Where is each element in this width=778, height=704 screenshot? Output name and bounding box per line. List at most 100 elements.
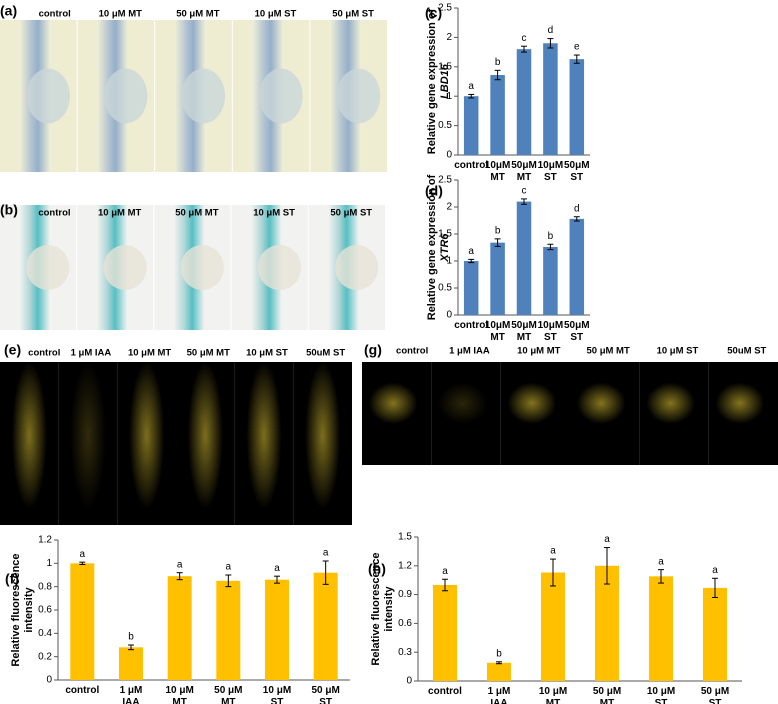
y-tick-label: 1: [46, 558, 52, 569]
x-tick-label: 10 μM MT: [538, 686, 568, 704]
y-tick-label: 0: [446, 310, 452, 321]
bar: [543, 246, 558, 315]
lateral-root: [103, 245, 147, 290]
column-label: 50uM ST: [727, 346, 766, 357]
root-signal: [129, 362, 165, 509]
x-tick-label: 10μM ST: [537, 160, 564, 183]
x-tick-label-box: 50μM ST: [564, 320, 590, 343]
significance-letter: a: [226, 562, 232, 573]
lateral-root: [336, 68, 381, 124]
x-tick-label: 50 μM MT: [592, 686, 622, 704]
root-signal: [438, 382, 487, 424]
bar: [569, 59, 585, 155]
error-bar: [573, 216, 580, 222]
y-tick-label: 0.5: [438, 120, 452, 131]
bar: [119, 647, 143, 680]
column-label: 10 μM ST: [246, 348, 288, 359]
error-bar: [274, 575, 280, 584]
error-bar: [521, 45, 527, 53]
x-tick-label-box: 50μM MT: [511, 160, 537, 183]
panel-label: (a): [0, 3, 17, 19]
root-signal: [368, 382, 418, 424]
root-signal: [576, 382, 626, 424]
y-tick-label: 0: [46, 675, 52, 686]
x-tick-label: 50 μM ST: [311, 685, 340, 704]
panel-label: (f): [5, 571, 19, 587]
lateral-root: [181, 68, 226, 124]
column-label: control: [396, 346, 428, 357]
error-bar: [322, 560, 329, 585]
x-tick-label-box: control: [454, 160, 488, 171]
y-tick-label: 0: [446, 150, 452, 161]
x-tick-label: control: [428, 686, 462, 697]
error-bar: [442, 578, 448, 592]
x-tick-label: 10μM MT: [484, 160, 511, 183]
bar: [216, 580, 241, 680]
column-label: 10 μM ST: [255, 9, 297, 20]
bar: [463, 96, 479, 155]
y-axis-label: LBD16: [439, 63, 451, 99]
y-axis-label: Relative fluorescence: [370, 552, 382, 665]
column-label: 50 μM ST: [332, 9, 374, 20]
column-label: 10 μM ST: [657, 346, 699, 357]
x-tick-label: control: [454, 320, 489, 331]
y-tick-label: 1: [446, 91, 452, 102]
error-bar: [468, 93, 475, 99]
bar: [313, 572, 338, 680]
column-label: control: [39, 9, 71, 20]
x-tick-label: 50 μM MT: [214, 685, 243, 704]
panel-label: (c): [425, 5, 442, 21]
bar: [541, 572, 565, 681]
x-tick-label: 10μM MT: [484, 320, 511, 343]
column-label: 10 μM ST: [253, 208, 295, 219]
column-label: 10 μM MT: [99, 9, 142, 20]
significance-letter: c: [522, 33, 527, 44]
x-tick-label: 50μM MT: [511, 320, 537, 343]
y-tick-label: 2.5: [438, 3, 452, 14]
error-bar: [494, 69, 501, 81]
bar: [487, 662, 511, 681]
column-label: 50uM ST: [306, 348, 345, 359]
root-signal: [507, 382, 557, 424]
significance-letter: d: [574, 203, 580, 214]
bar: [70, 563, 95, 680]
significance-letter: a: [323, 548, 329, 559]
significance-letter: a: [80, 549, 86, 560]
lateral-root: [257, 245, 302, 290]
column-label: control: [38, 208, 70, 219]
significance-letter: a: [604, 534, 610, 545]
column-label: control: [28, 348, 60, 359]
y-axis-label: Relative fluorescence: [10, 553, 22, 666]
significance-letter: a: [712, 565, 718, 576]
bar: [516, 49, 532, 155]
lateral-root: [259, 68, 303, 124]
y-tick-label: 2: [446, 32, 452, 43]
panel-label: (g): [364, 342, 382, 358]
significance-letter: b: [495, 226, 501, 237]
x-tick-label: 1 μM IAA: [119, 685, 143, 704]
significance-letter: a: [550, 546, 556, 557]
x-tick-label: 50μM ST: [564, 160, 590, 183]
y-tick-label: 0: [406, 676, 412, 687]
bar: [703, 587, 727, 681]
x-tick-label-box: 10μM MT: [484, 320, 511, 343]
x-tick-label: 10 μM ST: [262, 685, 292, 704]
x-tick-label-box: control: [454, 320, 489, 331]
lateral-root: [26, 68, 70, 124]
y-tick-label: 0.8: [38, 581, 52, 592]
significance-letter: a: [442, 566, 448, 577]
bar: [463, 261, 479, 315]
y-tick-label: 1.5: [438, 61, 452, 72]
column-label: 10 μM MT: [98, 208, 141, 219]
panel-label: (h): [368, 561, 386, 577]
error-bar: [521, 198, 527, 205]
y-tick-label: 0.2: [38, 651, 52, 662]
lateral-root: [335, 245, 379, 290]
column-label: 50 μM MT: [586, 346, 629, 357]
y-axis-label: XTR6: [439, 233, 451, 263]
column-label: 1 μM IAA: [71, 348, 112, 359]
error-bar: [547, 38, 554, 49]
column-label: 50 μM ST: [330, 208, 372, 219]
bar: [649, 576, 673, 681]
y-tick-label: 2.5: [438, 175, 452, 186]
